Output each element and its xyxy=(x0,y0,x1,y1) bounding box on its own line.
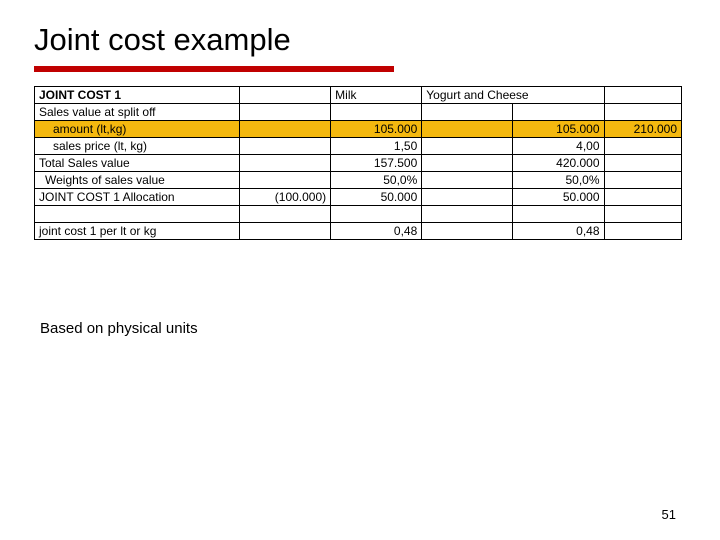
header-empty-b xyxy=(240,87,331,104)
table-row: JOINT COST 1 Allocation (100.000) 50.000… xyxy=(35,189,682,206)
table-row-highlight: amount (lt,kg) 105.000 105.000 210.000 xyxy=(35,121,682,138)
table-row: Total Sales value 157.500 420.000 xyxy=(35,155,682,172)
table-row-empty xyxy=(35,206,682,223)
page-number: 51 xyxy=(662,507,676,522)
table-row: Sales value at split off xyxy=(35,104,682,121)
row-label: amount (lt,kg) xyxy=(35,121,240,138)
joint-cost-table: JOINT COST 1 Milk Yogurt and Cheese Sale… xyxy=(34,86,682,240)
header-milk: Milk xyxy=(331,87,422,104)
row-label: sales price (lt, kg) xyxy=(35,138,240,155)
table-row: sales price (lt, kg) 1,50 4,00 xyxy=(35,138,682,155)
slide-title: Joint cost example xyxy=(34,22,686,58)
table-row: Weights of sales value 50,0% 50,0% xyxy=(35,172,682,189)
header-label: JOINT COST 1 xyxy=(35,87,240,104)
table-row: joint cost 1 per lt or kg 0,48 0,48 xyxy=(35,223,682,240)
slide-caption: Based on physical units xyxy=(40,320,686,337)
title-underline xyxy=(34,66,394,72)
header-empty-f xyxy=(604,87,681,104)
row-label: Weights of sales value xyxy=(35,172,240,189)
row-label: joint cost 1 per lt or kg xyxy=(35,223,240,240)
table-header-row: JOINT COST 1 Milk Yogurt and Cheese xyxy=(35,87,682,104)
row-label: Sales value at split off xyxy=(35,104,240,121)
header-yogurt-cheese: Yogurt and Cheese xyxy=(422,87,604,104)
row-label: Total Sales value xyxy=(35,155,240,172)
row-label: JOINT COST 1 Allocation xyxy=(35,189,240,206)
